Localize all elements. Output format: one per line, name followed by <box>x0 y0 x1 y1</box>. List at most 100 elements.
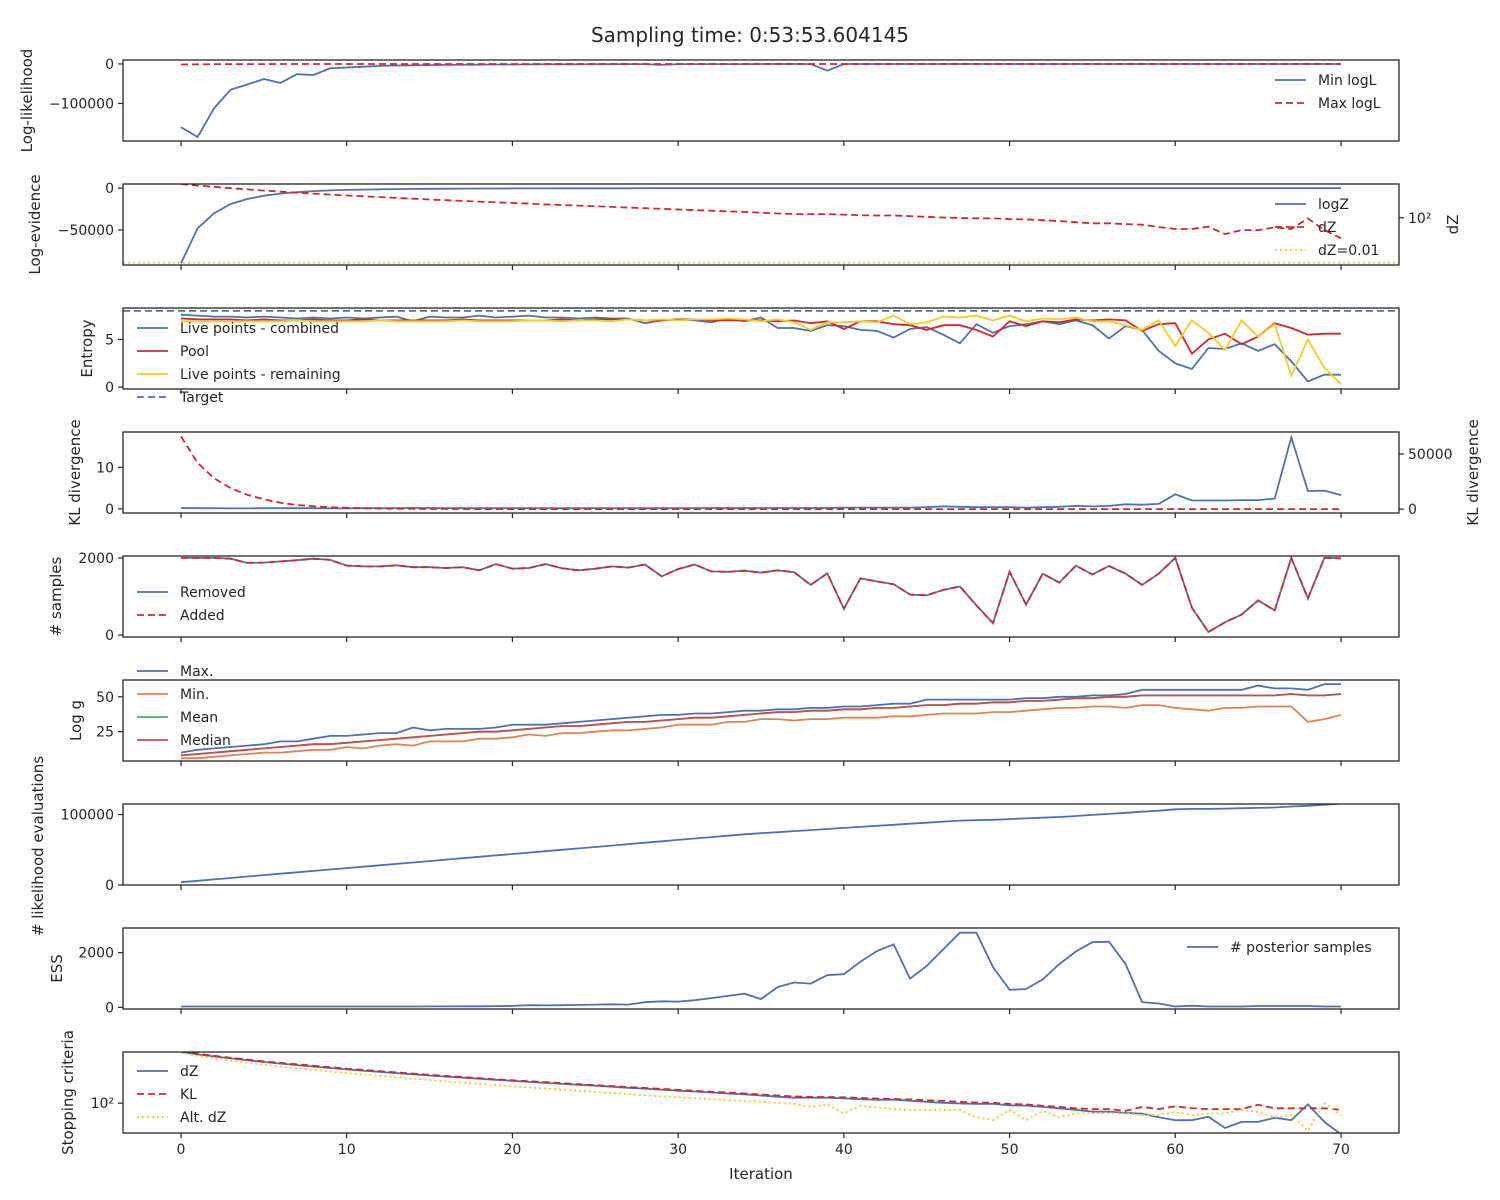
series-line-live-points-combined <box>180 313 1341 383</box>
x-tick-label: 40 <box>835 1142 853 1158</box>
series-line-posterior-samples <box>181 931 1341 1008</box>
legend-label-median: Median <box>180 733 231 749</box>
y-tick-label: 0 <box>105 628 114 644</box>
y-axis-label: Stopping criteria <box>59 1030 77 1155</box>
y-tick-label: 2000 <box>78 551 114 567</box>
right-y-axis-label: KL divergence <box>1464 419 1482 525</box>
y-axis-label: Entropy <box>78 319 96 377</box>
right-y-axis-label: dZ <box>1444 215 1462 235</box>
y-tick-label: 2000 <box>78 946 114 962</box>
subplot-7-likelihood-evaluations: 0 100000 # likelihood evaluations <box>29 756 1400 936</box>
series-group <box>123 309 1399 385</box>
y-tick-label: 0 <box>105 181 114 197</box>
x-tick-label: 70 <box>1332 1142 1350 1158</box>
legend-label-min: Min. <box>180 687 209 703</box>
x-tick-label: 20 <box>504 1142 522 1158</box>
axes-frame <box>122 183 1400 266</box>
series-group <box>180 804 1342 884</box>
legend-label-target: Target <box>179 390 224 406</box>
y-tick-label: −100000 <box>49 96 114 112</box>
legend: Live points - combined Pool Live points - … <box>137 321 341 406</box>
legend: # posterior samples <box>1187 940 1372 956</box>
x-tick-label: 50 <box>1001 1142 1019 1158</box>
legend-label-posterior-samples: # posterior samples <box>1230 940 1372 956</box>
subplot-8-ess: 0 2000 ESS # posterior samples <box>48 927 1400 1016</box>
legend-label-live-points-remaining: Live points - remaining <box>180 367 341 383</box>
subplot-6-log-g: 25 50 Log g Max. Min. Mean Median <box>67 664 1400 766</box>
series-group <box>123 184 1399 264</box>
series-group <box>181 556 1342 634</box>
y-tick-label: 10 <box>96 460 114 476</box>
right-y-tick-label: 10² <box>1408 211 1431 227</box>
legend-label-logz: logZ <box>1318 197 1349 213</box>
axes-frame <box>122 555 1400 638</box>
y-tick-label: 0 <box>105 380 114 396</box>
legend-label-kl: KL <box>180 1087 197 1103</box>
legend: logZ dZ dZ=0.01 <box>1275 197 1379 259</box>
legend-label-max-logl: Max logL <box>1318 96 1381 112</box>
axes-frame <box>122 307 1400 390</box>
y-axis-label: # likelihood evaluations <box>29 756 47 936</box>
axes-frame <box>122 679 1400 762</box>
y-tick-label: 25 <box>96 725 114 741</box>
series-line-kl <box>180 1052 1342 1112</box>
y-axis-label: Log g <box>67 700 85 741</box>
series-line-kl-divergence <box>180 434 1342 510</box>
legend-label-live-points-combined: Live points - combined <box>180 321 339 337</box>
series-line-added <box>181 556 1342 634</box>
series-line-alt-dz <box>180 1052 1342 1132</box>
legend-label-mean: Mean <box>180 710 218 726</box>
legend-label-alt-dz: Alt. dZ <box>180 1110 226 1126</box>
y-axis-label: ESS <box>48 954 66 983</box>
right-y-tick-label: 50000 <box>1408 447 1453 463</box>
series-group <box>180 1052 1342 1133</box>
series-group <box>180 63 1341 139</box>
x-axis-label: Iteration <box>729 1165 793 1183</box>
y-tick-label: 0 <box>105 502 114 518</box>
y-tick-label: 5 <box>105 332 114 348</box>
subplot-5-samples: 0 2000 # samples Removed Added <box>47 551 1400 644</box>
series-line-kl-divergence-right <box>180 435 1341 510</box>
subplot-1-log-likelihood: 0 −100000 Log-likelihood Min logL Max logL <box>18 49 1400 153</box>
series-group <box>181 931 1341 1008</box>
y-tick-label: 10² <box>91 1096 114 1112</box>
y-tick-label: 0 <box>105 878 114 894</box>
legend-label-min-logl: Min logL <box>1318 73 1377 89</box>
y-axis-label: Log-likelihood <box>18 49 36 153</box>
y-axis-label: # samples <box>47 556 65 636</box>
axes-frame <box>122 431 1400 514</box>
axes-frame <box>122 803 1400 886</box>
series-line-likelihood-evaluations <box>180 804 1342 884</box>
series-line-max-logl <box>180 63 1341 66</box>
subplot-4-kl-divergence: 0 10 0 50000 KL divergence KL divergence <box>66 419 1482 525</box>
series-group <box>180 683 1342 760</box>
y-tick-label: 0 <box>105 1000 114 1016</box>
legend: Min logL Max logL <box>1275 73 1381 112</box>
y-axis-label: Log-evidence <box>26 174 44 274</box>
x-tick-label: 0 <box>177 1142 186 1158</box>
series-line-dz <box>180 184 1342 240</box>
legend: Max. Min. Mean Median <box>137 664 231 749</box>
axes-frame <box>122 59 1400 142</box>
y-axis-label: KL divergence <box>66 419 84 525</box>
y-tick-label: 100000 <box>61 808 114 824</box>
x-tick-label: 60 <box>1166 1142 1184 1158</box>
axes-frame <box>122 927 1400 1010</box>
series-line-median <box>180 693 1342 757</box>
series-line-live-points-remaining <box>181 314 1342 385</box>
legend-label-dz-0-01: dZ=0.01 <box>1318 243 1379 259</box>
legend-label-removed: Removed <box>180 585 246 601</box>
y-tick-label: 50 <box>96 690 114 706</box>
legend-label-pool: Pool <box>180 344 209 360</box>
subplot-stack: 0 −100000 Log-likelihood Min logL Max logL 0 −… <box>18 49 1482 1158</box>
legend: dZ KL Alt. dZ <box>137 1064 226 1126</box>
axes-frame <box>122 1051 1400 1134</box>
series-line-min <box>181 704 1342 760</box>
subplot-9-stopping-criteria: 10² 0 10 20 30 40 50 60 70 Stopping criteria dZ KL A… <box>59 1030 1400 1158</box>
x-tick-label: 10 <box>338 1142 356 1158</box>
legend-label-added: Added <box>180 608 225 624</box>
subplot-2-log-evidence: 0 −50000 10² Log-evidence dZ logZ dZ dZ=0.01 <box>26 174 1462 274</box>
legend: Removed Added <box>137 585 246 624</box>
